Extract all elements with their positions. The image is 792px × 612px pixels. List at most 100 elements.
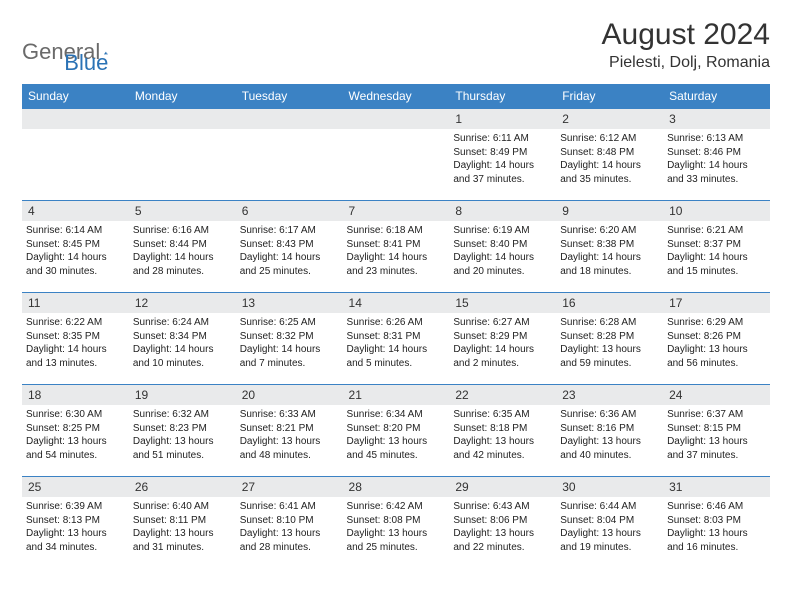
day-details: Sunrise: 6:44 AMSunset: 8:04 PMDaylight:… xyxy=(560,500,659,554)
day-number: 19 xyxy=(129,385,236,405)
day-number: 18 xyxy=(22,385,129,405)
weekday-header: Thursday xyxy=(449,84,556,109)
day-number: 8 xyxy=(449,201,556,221)
day-details: Sunrise: 6:12 AMSunset: 8:48 PMDaylight:… xyxy=(560,132,659,186)
day-details: Sunrise: 6:22 AMSunset: 8:35 PMDaylight:… xyxy=(26,316,125,370)
day-number: 26 xyxy=(129,477,236,497)
day-details: Sunrise: 6:17 AMSunset: 8:43 PMDaylight:… xyxy=(240,224,339,278)
calendar-day-cell: 18 Sunrise: 6:30 AMSunset: 8:25 PMDayligh… xyxy=(22,385,129,477)
calendar-day-cell: 21 Sunrise: 6:34 AMSunset: 8:20 PMDayligh… xyxy=(343,385,450,477)
calendar-day-cell: 4 Sunrise: 6:14 AMSunset: 8:45 PMDaylight… xyxy=(22,201,129,293)
empty-day xyxy=(22,109,129,129)
calendar-day-cell xyxy=(22,109,129,201)
day-details: Sunrise: 6:32 AMSunset: 8:23 PMDaylight:… xyxy=(133,408,232,462)
weekday-header: Sunday xyxy=(22,84,129,109)
day-details: Sunrise: 6:43 AMSunset: 8:06 PMDaylight:… xyxy=(453,500,552,554)
calendar-day-cell: 15 Sunrise: 6:27 AMSunset: 8:29 PMDayligh… xyxy=(449,293,556,385)
day-details: Sunrise: 6:34 AMSunset: 8:20 PMDaylight:… xyxy=(347,408,446,462)
day-number: 14 xyxy=(343,293,450,313)
calendar-day-cell: 25Sunrise: 6:39 AMSunset: 8:13 PMDayligh… xyxy=(22,477,129,569)
weekday-header: Wednesday xyxy=(343,84,450,109)
day-details: Sunrise: 6:41 AMSunset: 8:10 PMDaylight:… xyxy=(240,500,339,554)
day-number: 20 xyxy=(236,385,343,405)
day-details: Sunrise: 6:20 AMSunset: 8:38 PMDaylight:… xyxy=(560,224,659,278)
day-number: 2 xyxy=(556,109,663,129)
day-number: 4 xyxy=(22,201,129,221)
weekday-header: Friday xyxy=(556,84,663,109)
day-details: Sunrise: 6:26 AMSunset: 8:31 PMDaylight:… xyxy=(347,316,446,370)
calendar-day-cell: 12 Sunrise: 6:24 AMSunset: 8:34 PMDayligh… xyxy=(129,293,236,385)
month-title: August 2024 xyxy=(602,18,770,52)
weekday-header: Monday xyxy=(129,84,236,109)
calendar-week-row: 4 Sunrise: 6:14 AMSunset: 8:45 PMDaylight… xyxy=(22,201,770,293)
calendar-day-cell: 3 Sunrise: 6:13 AMSunset: 8:46 PMDaylight… xyxy=(663,109,770,201)
calendar-day-cell: 11 Sunrise: 6:22 AMSunset: 8:35 PMDayligh… xyxy=(22,293,129,385)
day-details: Sunrise: 6:18 AMSunset: 8:41 PMDaylight:… xyxy=(347,224,446,278)
day-details: Sunrise: 6:42 AMSunset: 8:08 PMDaylight:… xyxy=(347,500,446,554)
calendar-day-cell: 1 Sunrise: 6:11 AMSunset: 8:49 PMDaylight… xyxy=(449,109,556,201)
day-number: 28 xyxy=(343,477,450,497)
calendar-day-cell: 6 Sunrise: 6:17 AMSunset: 8:43 PMDaylight… xyxy=(236,201,343,293)
day-number: 27 xyxy=(236,477,343,497)
calendar-day-cell: 5 Sunrise: 6:16 AMSunset: 8:44 PMDaylight… xyxy=(129,201,236,293)
day-number: 1 xyxy=(449,109,556,129)
day-details: Sunrise: 6:30 AMSunset: 8:25 PMDaylight:… xyxy=(26,408,125,462)
title-block: August 2024 Pielesti, Dolj, Romania xyxy=(602,18,770,72)
weekday-header: Saturday xyxy=(663,84,770,109)
calendar-week-row: 18 Sunrise: 6:30 AMSunset: 8:25 PMDayligh… xyxy=(22,385,770,477)
day-details: Sunrise: 6:25 AMSunset: 8:32 PMDaylight:… xyxy=(240,316,339,370)
calendar-day-cell xyxy=(343,109,450,201)
calendar-day-cell: 30Sunrise: 6:44 AMSunset: 8:04 PMDayligh… xyxy=(556,477,663,569)
day-number: 6 xyxy=(236,201,343,221)
day-details: Sunrise: 6:46 AMSunset: 8:03 PMDaylight:… xyxy=(667,500,766,554)
day-number: 15 xyxy=(449,293,556,313)
day-number: 9 xyxy=(556,201,663,221)
calendar-table: SundayMondayTuesdayWednesdayThursdayFrid… xyxy=(22,84,770,569)
day-number: 23 xyxy=(556,385,663,405)
calendar-day-cell: 10Sunrise: 6:21 AMSunset: 8:37 PMDayligh… xyxy=(663,201,770,293)
calendar-day-cell: 29Sunrise: 6:43 AMSunset: 8:06 PMDayligh… xyxy=(449,477,556,569)
day-details: Sunrise: 6:39 AMSunset: 8:13 PMDaylight:… xyxy=(26,500,125,554)
calendar-day-cell: 26 Sunrise: 6:40 AMSunset: 8:11 PMDayligh… xyxy=(129,477,236,569)
calendar-day-cell: 2 Sunrise: 6:12 AMSunset: 8:48 PMDaylight… xyxy=(556,109,663,201)
day-number: 21 xyxy=(343,385,450,405)
calendar-day-cell: 31 Sunrise: 6:46 AMSunset: 8:03 PMDayligh… xyxy=(663,477,770,569)
day-number: 12 xyxy=(129,293,236,313)
day-details: Sunrise: 6:40 AMSunset: 8:11 PMDaylight:… xyxy=(133,500,232,554)
day-details: Sunrise: 6:16 AMSunset: 8:44 PMDaylight:… xyxy=(133,224,232,278)
calendar-day-cell: 17Sunrise: 6:29 AMSunset: 8:26 PMDayligh… xyxy=(663,293,770,385)
day-details: Sunrise: 6:28 AMSunset: 8:28 PMDaylight:… xyxy=(560,316,659,370)
calendar-day-cell: 22Sunrise: 6:35 AMSunset: 8:18 PMDayligh… xyxy=(449,385,556,477)
day-details: Sunrise: 6:35 AMSunset: 8:18 PMDaylight:… xyxy=(453,408,552,462)
day-number: 13 xyxy=(236,293,343,313)
day-number: 5 xyxy=(129,201,236,221)
calendar-day-cell: 14 Sunrise: 6:26 AMSunset: 8:31 PMDayligh… xyxy=(343,293,450,385)
calendar-day-cell: 13 Sunrise: 6:25 AMSunset: 8:32 PMDayligh… xyxy=(236,293,343,385)
day-details: Sunrise: 6:11 AMSunset: 8:49 PMDaylight:… xyxy=(453,132,552,186)
calendar-day-cell: 9 Sunrise: 6:20 AMSunset: 8:38 PMDaylight… xyxy=(556,201,663,293)
calendar-week-row: 1 Sunrise: 6:11 AMSunset: 8:49 PMDaylight… xyxy=(22,109,770,201)
calendar-page: General Blue August 2024 Pielesti, Dolj,… xyxy=(0,0,792,579)
day-details: Sunrise: 6:27 AMSunset: 8:29 PMDaylight:… xyxy=(453,316,552,370)
day-details: Sunrise: 6:19 AMSunset: 8:40 PMDaylight:… xyxy=(453,224,552,278)
brand-logo: General Blue xyxy=(22,18,108,76)
day-number: 11 xyxy=(22,293,129,313)
calendar-day-cell: 27 Sunrise: 6:41 AMSunset: 8:10 PMDayligh… xyxy=(236,477,343,569)
empty-day xyxy=(129,109,236,129)
empty-day xyxy=(343,109,450,129)
calendar-day-cell: 7Sunrise: 6:18 AMSunset: 8:41 PMDaylight… xyxy=(343,201,450,293)
day-details: Sunrise: 6:13 AMSunset: 8:46 PMDaylight:… xyxy=(667,132,766,186)
calendar-day-cell: 20Sunrise: 6:33 AMSunset: 8:21 PMDayligh… xyxy=(236,385,343,477)
day-details: Sunrise: 6:24 AMSunset: 8:34 PMDaylight:… xyxy=(133,316,232,370)
calendar-day-cell: 16Sunrise: 6:28 AMSunset: 8:28 PMDayligh… xyxy=(556,293,663,385)
header: General Blue August 2024 Pielesti, Dolj,… xyxy=(22,18,770,76)
calendar-day-cell xyxy=(236,109,343,201)
calendar-body: 1 Sunrise: 6:11 AMSunset: 8:49 PMDaylight… xyxy=(22,109,770,569)
calendar-week-row: 25Sunrise: 6:39 AMSunset: 8:13 PMDayligh… xyxy=(22,477,770,569)
day-details: Sunrise: 6:14 AMSunset: 8:45 PMDaylight:… xyxy=(26,224,125,278)
calendar-day-cell: 28 Sunrise: 6:42 AMSunset: 8:08 PMDayligh… xyxy=(343,477,450,569)
day-number: 3 xyxy=(663,109,770,129)
day-details: Sunrise: 6:29 AMSunset: 8:26 PMDaylight:… xyxy=(667,316,766,370)
day-number: 31 xyxy=(663,477,770,497)
day-number: 10 xyxy=(663,201,770,221)
